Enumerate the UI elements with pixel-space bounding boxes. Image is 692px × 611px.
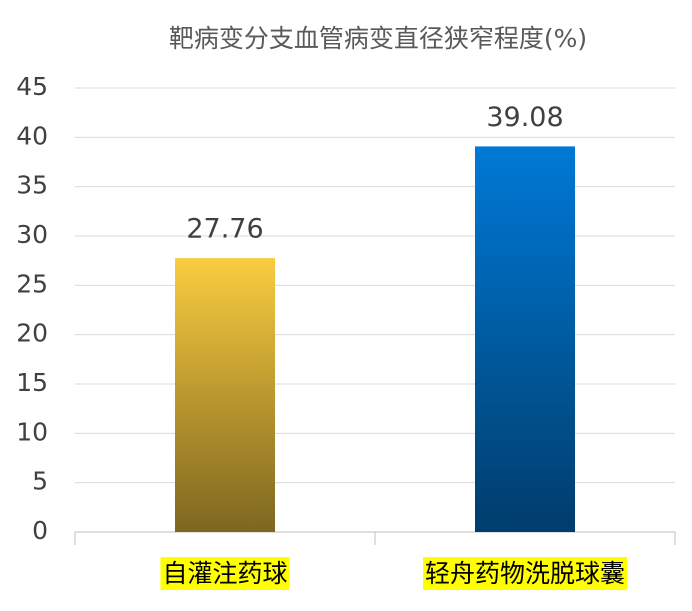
chart-title: 靶病变分支血管病变直径狭窄程度(%) — [169, 24, 587, 53]
y-tick-label: 15 — [16, 368, 48, 397]
y-tick-label: 5 — [32, 467, 48, 496]
x-tick-label: 轻舟药物洗脱球囊 — [425, 559, 625, 588]
y-tick-label: 25 — [16, 269, 48, 298]
label-highlight — [422, 557, 628, 590]
bar — [475, 146, 575, 533]
label-highlight — [160, 557, 290, 590]
y-tick-label: 30 — [16, 220, 48, 249]
y-tick-label: 20 — [16, 319, 48, 348]
value-label: 39.08 — [486, 102, 563, 133]
y-tick-label: 45 — [16, 72, 48, 101]
x-tick-label: 自灌注药球 — [162, 559, 287, 588]
y-tick-label: 40 — [16, 121, 48, 150]
value-label: 27.76 — [186, 214, 263, 245]
y-tick-label: 35 — [16, 171, 48, 200]
y-tick-label: 10 — [16, 417, 48, 446]
bar — [175, 258, 275, 532]
y-tick-label: 0 — [32, 516, 48, 545]
